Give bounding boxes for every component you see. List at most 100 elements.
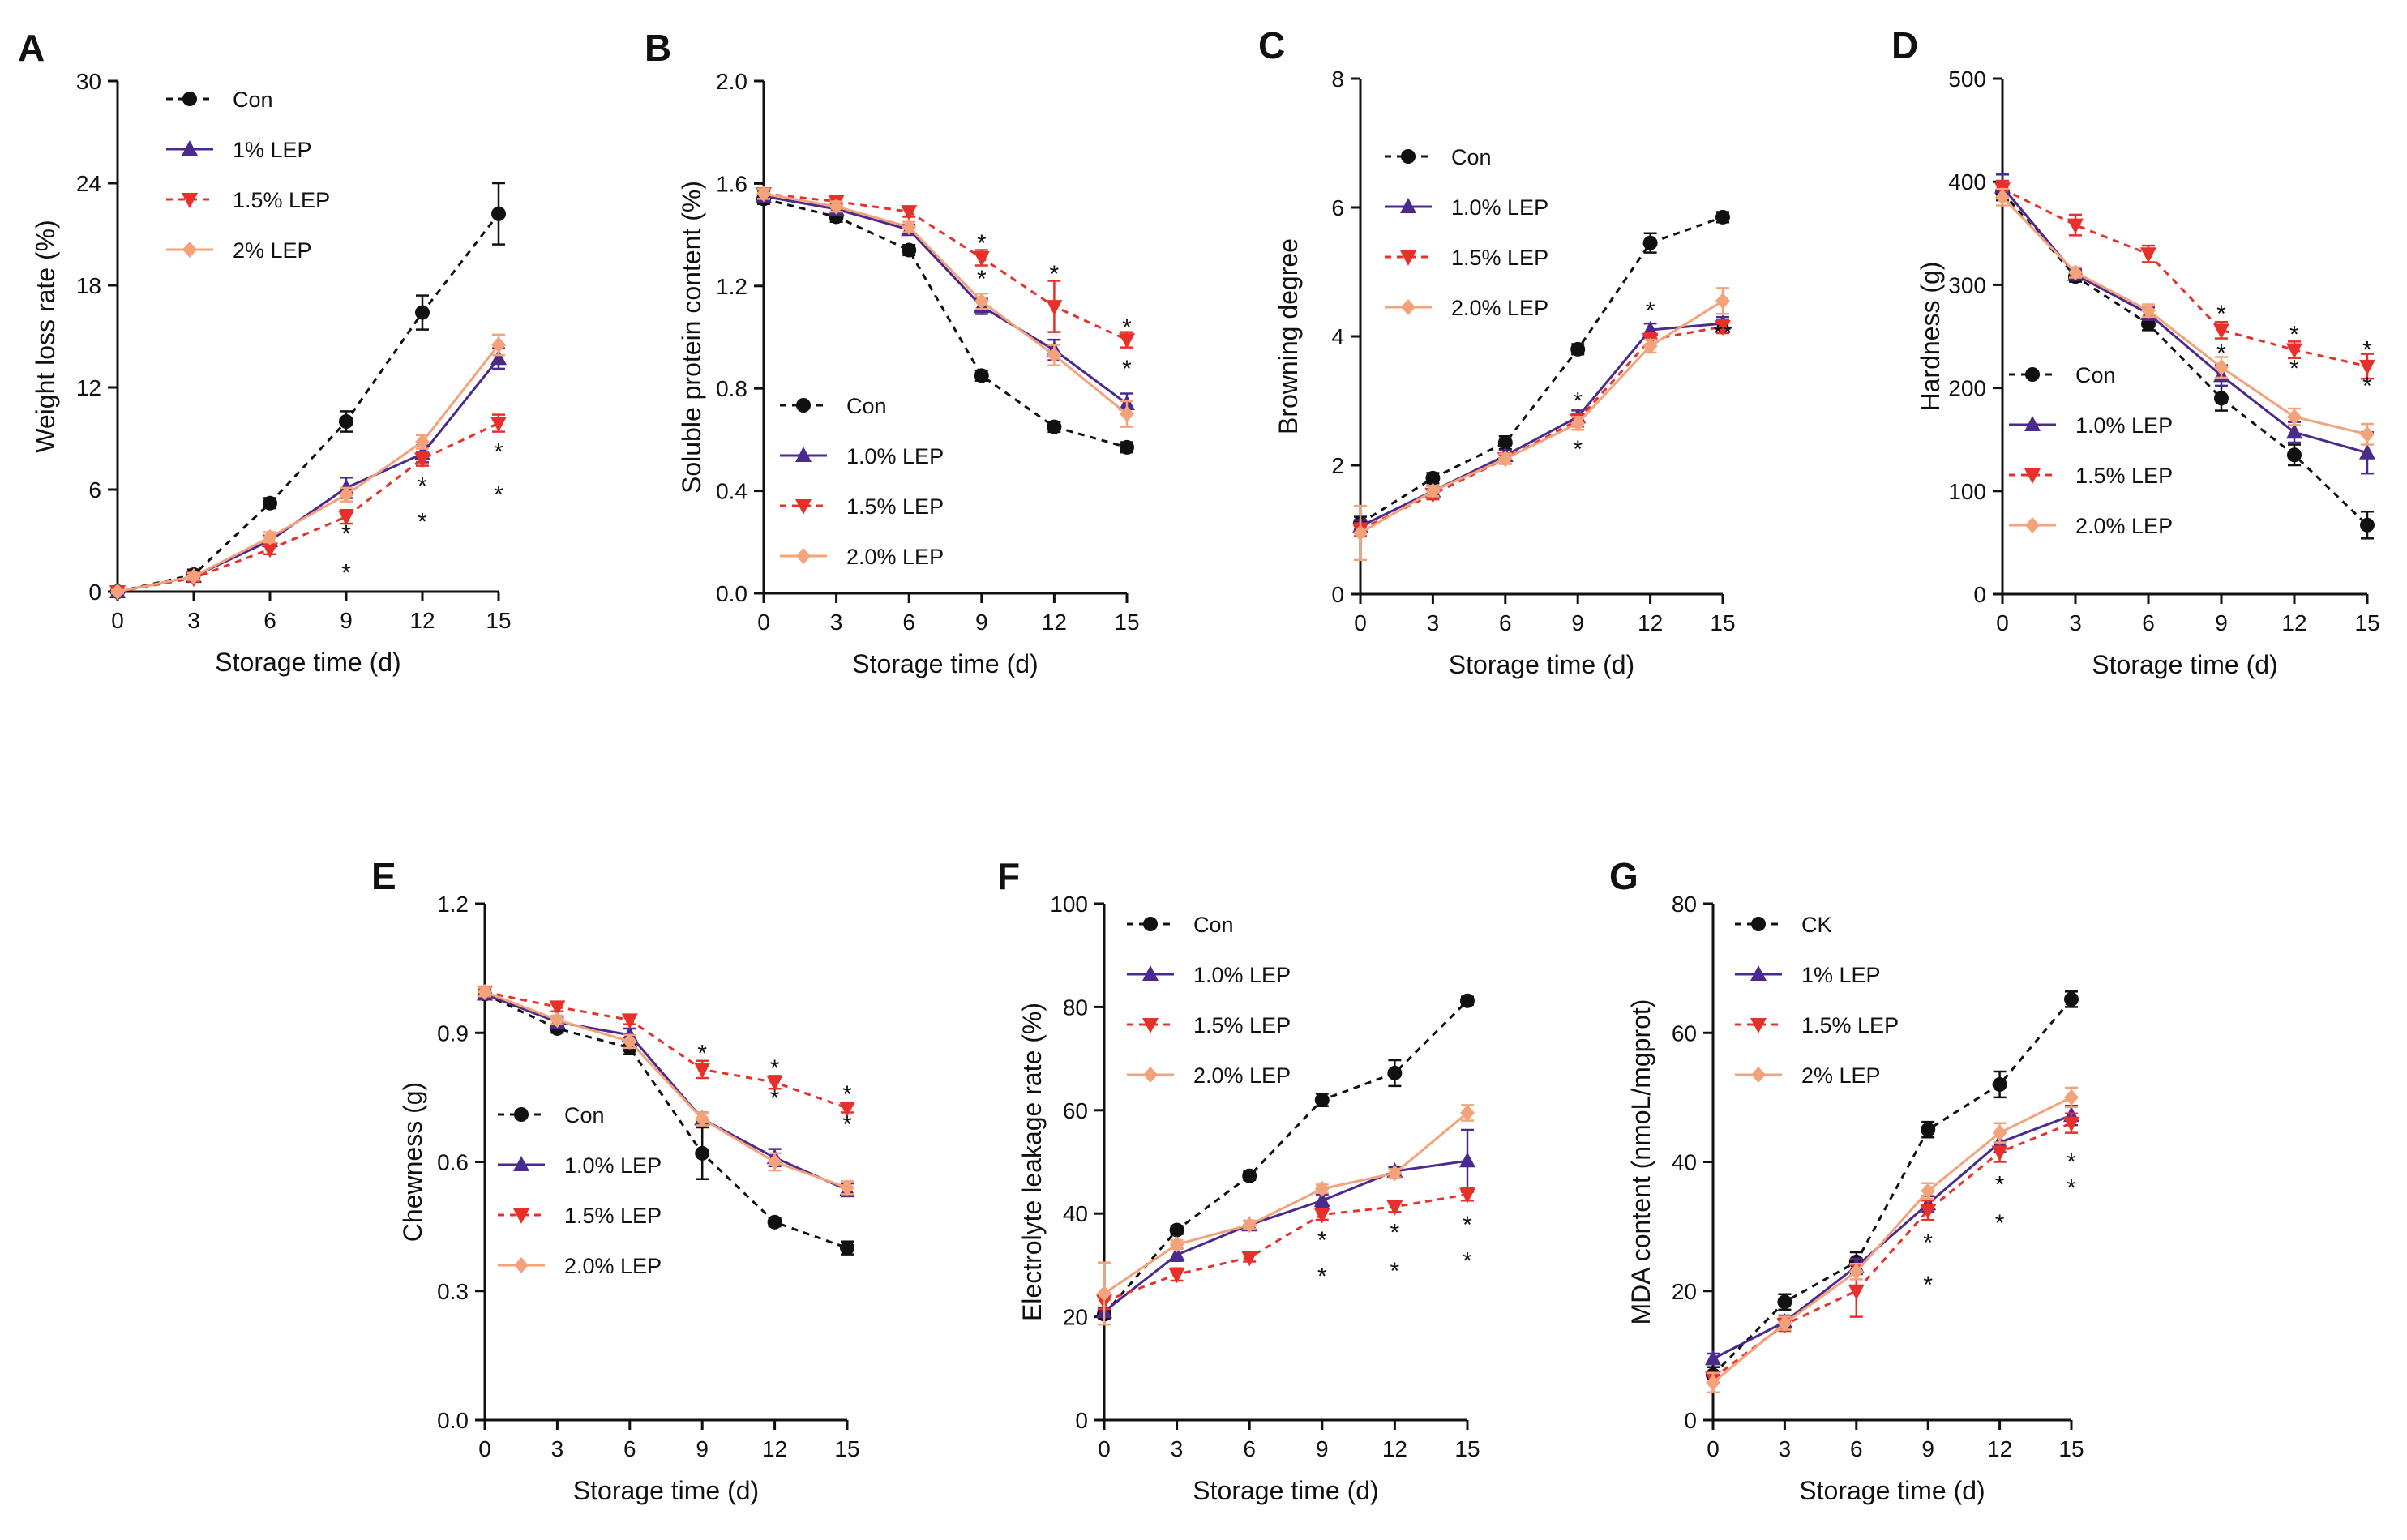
x-tick-label: 0 xyxy=(1354,610,1367,635)
legend-label: 1.0% LEP xyxy=(564,1153,662,1178)
data-point xyxy=(339,486,353,503)
series-1 xyxy=(1352,314,1731,534)
data-point xyxy=(263,495,277,511)
data-point xyxy=(1120,439,1134,455)
data-point xyxy=(1386,1200,1403,1216)
x-tick-label: 9 xyxy=(1316,1436,1329,1461)
series-line xyxy=(1360,300,1724,534)
data-point xyxy=(1425,482,1441,499)
legend-label: 2.0% LEP xyxy=(1451,296,1548,320)
y-tick-label: 40 xyxy=(1672,1150,1697,1175)
y-tick-label: 400 xyxy=(1948,169,1986,195)
x-tick-label: 12 xyxy=(1382,1436,1407,1461)
chart-panel-b: B 0.0 0.4 0.8 1.2 1.6 2.0 0 3 6 9 12 15 Storage time … xyxy=(645,27,1140,678)
data-point xyxy=(2064,991,2079,1007)
data-point xyxy=(490,349,507,366)
data-point xyxy=(2214,359,2229,376)
legend: Con 1% LEP 1.5% LEP 2% LEP xyxy=(166,88,330,263)
x-tick-label: 9 xyxy=(1571,610,1584,635)
y-tick-label: 0 xyxy=(1075,1408,1088,1433)
series-0 xyxy=(756,191,1134,455)
y-axis-title: Soluble protein content (%) xyxy=(677,181,706,494)
data-point xyxy=(1242,1168,1257,1183)
x-axis-title: Storage time (d) xyxy=(573,1476,759,1505)
series-line xyxy=(1712,1114,2072,1360)
y-tick-label: 2 xyxy=(1331,453,1344,478)
data-point xyxy=(263,528,277,545)
significance-mark: * xyxy=(1923,1230,1933,1256)
legend-marker xyxy=(1400,250,1416,266)
legend-label: Con xyxy=(1451,145,1492,169)
y-tick-label: 80 xyxy=(1063,995,1088,1020)
data-point xyxy=(2287,409,2302,426)
y-tick-label: 6 xyxy=(1331,195,1344,220)
series-line xyxy=(1360,322,1724,528)
series-0 xyxy=(1097,993,1475,1322)
x-tick-label: 9 xyxy=(2215,610,2228,635)
series-3 xyxy=(1097,1104,1475,1326)
y-tick-label: 1.2 xyxy=(437,892,469,917)
y-tick-label: 0.0 xyxy=(437,1408,469,1433)
legend-label: 1.0% LEP xyxy=(2075,413,2173,438)
y-tick-label: 0.4 xyxy=(716,479,747,504)
significance-mark: * xyxy=(2289,356,2299,383)
data-point xyxy=(2214,391,2229,406)
data-point xyxy=(549,1000,566,1016)
legend-label: 1% LEP xyxy=(1801,963,1881,987)
data-point xyxy=(1706,1374,1720,1391)
data-point xyxy=(1242,1217,1257,1234)
data-point xyxy=(110,584,125,600)
significance-mark: * xyxy=(1122,356,1132,383)
data-point xyxy=(1047,419,1062,434)
legend-marker xyxy=(1401,299,1416,315)
legend-label: 2% LEP xyxy=(233,238,312,263)
significance-mark: * xyxy=(770,1055,780,1082)
data-point xyxy=(491,206,506,221)
significance-mark: * xyxy=(770,1085,780,1112)
data-point xyxy=(694,1063,711,1079)
data-point xyxy=(2063,1116,2079,1132)
legend-marker xyxy=(1400,198,1416,213)
significance-mark: * xyxy=(1646,297,1655,324)
legend: Con 1.0% LEP 1.5% LEP 2.0% LEP xyxy=(1127,913,1291,1088)
legend-marker xyxy=(2025,367,2040,382)
x-tick-label: 15 xyxy=(2058,1436,2084,1461)
significance-mark: * xyxy=(1317,1227,1327,1254)
y-tick-label: 300 xyxy=(1948,272,1986,297)
x-tick-label: 6 xyxy=(902,610,915,635)
y-tick-label: 30 xyxy=(76,69,101,94)
significance-mark: * xyxy=(697,1040,707,1067)
data-point xyxy=(1169,1222,1184,1238)
data-point xyxy=(1459,1187,1475,1204)
y-tick-label: 6 xyxy=(88,477,101,503)
data-point xyxy=(2213,323,2229,340)
data-point xyxy=(767,1214,782,1230)
significance-mark: * xyxy=(341,520,351,547)
significance-mark: * xyxy=(2067,1149,2076,1176)
series-line xyxy=(1712,1096,2072,1384)
y-tick-label: 0 xyxy=(1684,1408,1697,1433)
data-point xyxy=(1777,1294,1792,1310)
data-point xyxy=(1497,435,1513,451)
y-tick-label: 18 xyxy=(76,273,101,298)
legend-label: Con xyxy=(233,88,273,112)
legend: Con 1.0% LEP 1.5% LEP 2.0% LEP xyxy=(2009,363,2173,538)
x-tick-label: 15 xyxy=(834,1436,859,1461)
series-line xyxy=(763,195,1128,405)
data-point xyxy=(839,1102,855,1118)
y-tick-label: 0 xyxy=(1331,582,1344,607)
legend-marker xyxy=(514,1257,529,1273)
legend-label: CK xyxy=(1801,913,1832,937)
significance-mark: * xyxy=(1390,1219,1400,1246)
panel-letter: A xyxy=(18,27,45,69)
data-point xyxy=(490,417,507,433)
significance-mark: * xyxy=(842,1081,852,1108)
data-point xyxy=(1705,1350,1721,1366)
data-point xyxy=(622,1033,637,1050)
data-point xyxy=(1848,1263,1864,1280)
data-point xyxy=(2286,343,2302,359)
series-line xyxy=(1103,1111,1468,1295)
data-point xyxy=(974,368,989,383)
series-line xyxy=(2001,186,2368,455)
series-1 xyxy=(1096,1128,1475,1319)
